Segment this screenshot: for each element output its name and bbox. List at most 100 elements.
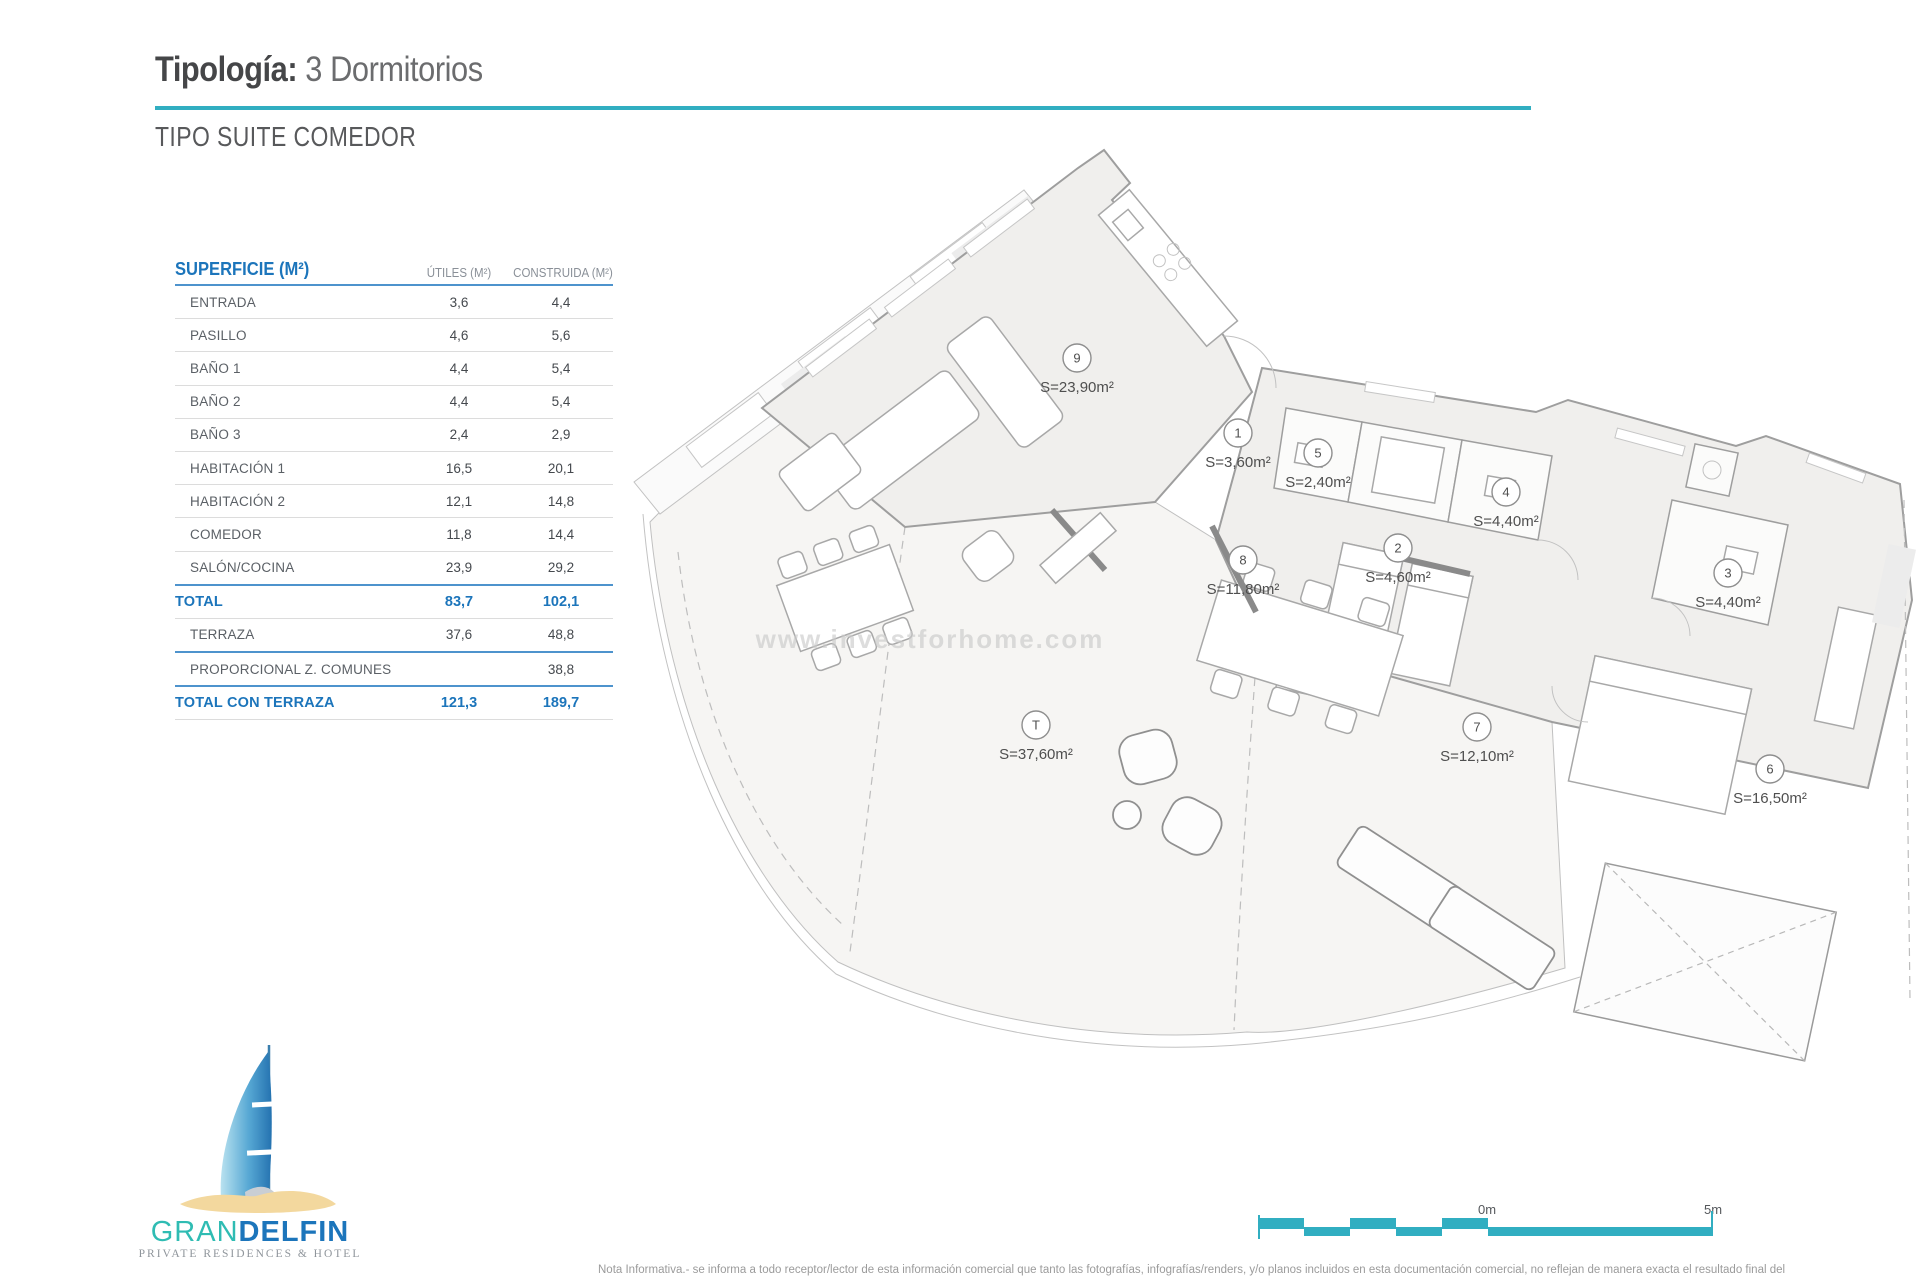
door-arc: [1223, 335, 1277, 389]
door-arc: [1651, 597, 1691, 637]
row-label: BAÑO 2: [190, 394, 241, 410]
svg-text:S=23,90m²: S=23,90m²: [1040, 379, 1114, 396]
kitchen-sink: [1111, 208, 1145, 242]
row-value: 12,1: [445, 493, 473, 509]
surface-table: SUPERFICIE (M²) ÚTILES (M²) CONSTRUIDA (…: [175, 250, 613, 721]
row-label: TOTAL CON TERRAZA: [175, 695, 335, 712]
wing-windows: [1364, 381, 1867, 484]
washer-icon: [1702, 460, 1722, 480]
svg-text:6: 6: [1766, 762, 1773, 777]
row-value: 5,6: [551, 327, 571, 343]
svg-text:9: 9: [1073, 351, 1080, 366]
kitchen-hob: [1152, 242, 1192, 282]
row-label: BAÑO 3: [190, 427, 241, 443]
table-row: PROPORCIONAL Z. COMUNES 38,8: [175, 653, 613, 688]
svg-text:S=12,10m²: S=12,10m²: [1440, 748, 1514, 765]
side-table: [1112, 800, 1142, 830]
table-row: TERRAZA 37,6 48,8: [175, 619, 613, 654]
svg-text:S=4,40m²: S=4,40m²: [1473, 513, 1538, 530]
row-value: 11,8: [446, 526, 472, 542]
row-label: HABITACIÓN 2: [190, 493, 286, 509]
logo-delfin: DELFIN: [238, 1216, 350, 1248]
row-value: 4,4: [449, 394, 469, 410]
kitchen-counter: [1097, 188, 1239, 348]
svg-text:S=2,40m²: S=2,40m²: [1285, 474, 1350, 491]
table-row: TOTAL 83,7 102,1: [175, 586, 613, 619]
door-arc: [1551, 685, 1589, 723]
room-label: 9 S=23,90m²: [1040, 343, 1114, 396]
scale-five-label: 5m: [1703, 1202, 1723, 1217]
disclaimer-text: Nota Informativa.- se informa a todo rec…: [598, 1264, 1786, 1276]
row-value: 189,7: [542, 695, 580, 712]
row-value: 23,9: [445, 560, 473, 576]
terrace-armchairs: [1112, 728, 1223, 856]
table-row: HABITACIÓN 2 12,1 14,8: [175, 485, 613, 519]
row-value: 29,2: [547, 560, 575, 576]
row-value: 102,1: [542, 593, 580, 610]
terrace-inner-dashed: [677, 551, 845, 927]
room-label: 7 S=12,10m²: [1440, 712, 1514, 765]
sideboard: [1038, 511, 1118, 585]
scale-bar: 0m 5m: [1256, 1202, 1736, 1248]
row-value: 2,9: [551, 427, 571, 443]
row-label: SALÓN/COCINA: [190, 560, 295, 576]
scale-tick: [1258, 1215, 1260, 1239]
row-value: 4,4: [551, 294, 571, 310]
page-subtitle: TIPO SUITE COMEDOR: [155, 121, 417, 152]
room-label: 2 S=4,60m²: [1365, 533, 1431, 586]
row-label: TERRAZA: [190, 627, 255, 643]
svg-text:T: T: [1032, 718, 1040, 733]
row-label: BAÑO 1: [190, 360, 241, 376]
room-label: 5 S=2,40m²: [1285, 438, 1351, 491]
row-value: 5,4: [551, 360, 571, 376]
svg-text:4: 4: [1502, 485, 1509, 500]
room-label: T S=37,60m²: [999, 710, 1073, 763]
table-row: SALÓN/COCINA 23,9 29,2: [175, 552, 613, 586]
table-row: PASILLO 4,6 5,6: [175, 319, 613, 353]
room-label: 1 S=3,60m²: [1205, 418, 1271, 471]
scale-zero-label: 0m: [1477, 1202, 1497, 1217]
svg-text:7: 7: [1473, 720, 1480, 735]
svg-text:S=4,60m²: S=4,60m²: [1365, 569, 1430, 586]
room-label: 4 S=4,40m²: [1473, 477, 1539, 530]
row-value: 20,1: [547, 460, 575, 476]
row-label: ENTRADA: [190, 294, 256, 310]
room-label: 6 S=16,50m²: [1733, 754, 1807, 807]
row-label: PROPORCIONAL Z. COMUNES: [190, 661, 392, 677]
double-bed: [1567, 654, 1753, 816]
column-construida: CONSTRUIDA (M²): [513, 266, 613, 280]
sail-notch: [251, 1101, 273, 1108]
row-value: 5,4: [551, 394, 571, 410]
scale-tick: [1711, 1211, 1713, 1236]
row-value: 4,4: [449, 360, 469, 376]
scale-segment: [1396, 1227, 1442, 1236]
row-value: 37,6: [445, 627, 473, 643]
table-row: HABITACIÓN 1 16,5 20,1: [175, 452, 613, 486]
room-label: 8 S=11,80m²: [1207, 545, 1279, 598]
dining-table-small: [775, 524, 915, 672]
table-row: COMEDOR 11,8 14,4: [175, 518, 613, 552]
table-row: BAÑO 3 2,4 2,9: [175, 419, 613, 452]
table-row: TOTAL CON TERRAZA 121,3 189,7: [175, 687, 613, 721]
sail-notch: [246, 1149, 274, 1156]
scale-line: [1258, 1227, 1713, 1229]
terrace-outer-rail: [642, 513, 1581, 1048]
scale-segment: [1304, 1227, 1350, 1236]
table-row: BAÑO 1 4,4 5,4: [175, 352, 613, 386]
row-label: TOTAL: [175, 593, 223, 610]
scale-segment-long: [1488, 1227, 1713, 1236]
surface-table-title: SUPERFICIE (M²): [175, 259, 310, 279]
wardrobe: [1813, 606, 1879, 730]
title-rest: 3 Dormitorios: [297, 50, 483, 89]
table-row: BAÑO 2 4,4 5,4: [175, 386, 613, 419]
row-value: 121,3: [440, 695, 478, 712]
svg-text:1: 1: [1234, 426, 1241, 441]
sun-loungers: [1336, 825, 1556, 991]
scale-segment: [1442, 1218, 1488, 1227]
shaft-shade: [1871, 543, 1917, 629]
svg-text:3: 3: [1724, 566, 1731, 581]
room-label: 3 S=4,40m²: [1695, 558, 1761, 611]
surface-table-rows: ENTRADA 3,6 4,4 PASILLO 4,6 5,6 BAÑO 1 4,4 5,4 BA…: [175, 286, 613, 721]
sail-icon: [220, 1052, 272, 1200]
